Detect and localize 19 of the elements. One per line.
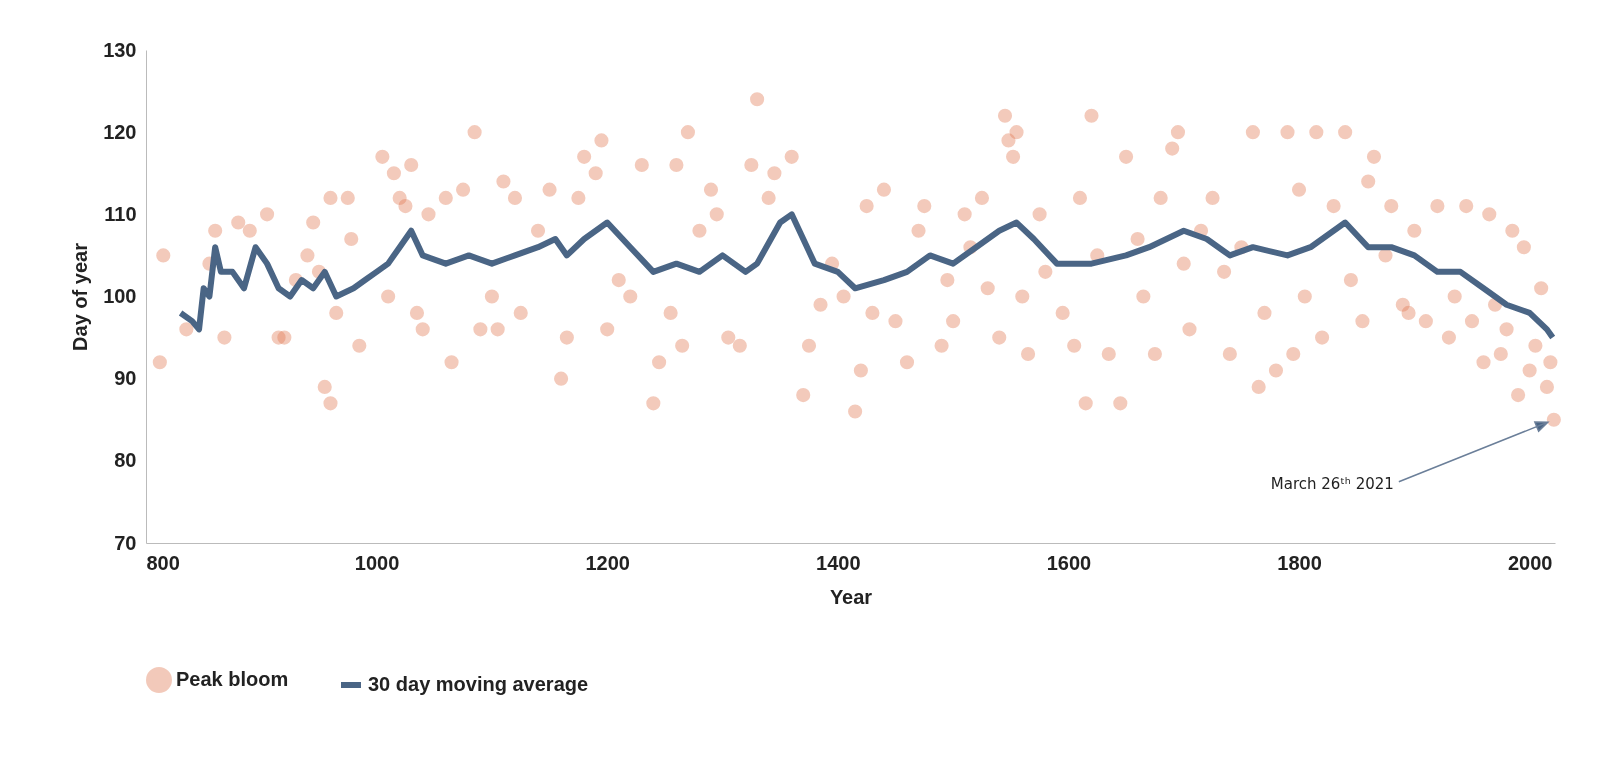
y-tick-label: 120 (103, 120, 137, 143)
annotation: March 26ᵗʰ 2021 (1270, 474, 1394, 493)
x-tick-label: 1800 (1277, 551, 1322, 574)
y-tick-label: 110 (104, 202, 137, 225)
y-tick-label: 80 (114, 449, 137, 472)
y-tick-label: 70 (114, 531, 137, 554)
x-axis-title: Year (829, 585, 873, 608)
legend-label: 30 day moving average (368, 673, 589, 695)
x-tick-label: 1000 (354, 551, 400, 574)
y-tick-label: 90 (114, 367, 137, 390)
x-tick-label: 1600 (1046, 551, 1092, 574)
y-tick-label: 100 (103, 285, 137, 307)
x-tick-label: 2000 (1507, 551, 1553, 574)
x-tick-label: 800 (146, 551, 180, 574)
y-tick-label: 130 (103, 38, 137, 61)
legend-label: Peak bloom (176, 668, 289, 690)
x-tick-label: 1200 (585, 551, 630, 574)
y-axis-title: Day of year (69, 242, 92, 351)
x-tick-label: 1400 (816, 551, 861, 574)
